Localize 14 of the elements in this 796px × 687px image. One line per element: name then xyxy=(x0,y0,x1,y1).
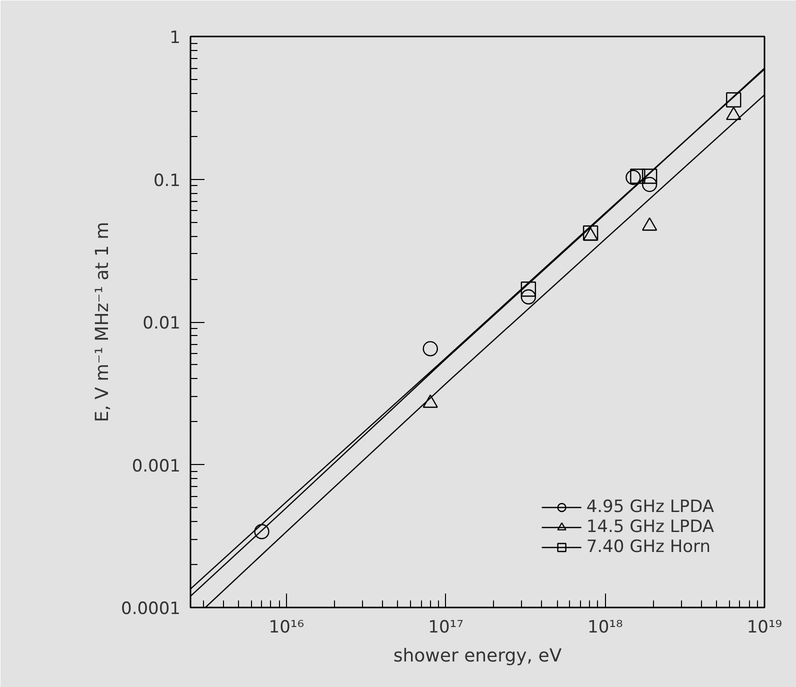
y-tick-label: 0.0001 xyxy=(121,599,180,619)
x-axis-title: shower energy, eV xyxy=(393,646,562,666)
legend-label: 7.40 GHz Horn xyxy=(586,537,711,557)
x-tick-label: 10¹⁶ xyxy=(268,618,304,638)
x-tick-label: 10¹⁹ xyxy=(746,618,782,638)
y-tick-label: 0.1 xyxy=(153,170,181,191)
x-tick-label: 10¹⁷ xyxy=(428,618,464,638)
legend-label: 14.5 GHz LPDA xyxy=(586,517,714,537)
y-tick-label: 0.001 xyxy=(132,456,181,476)
x-tick-label: 10¹⁸ xyxy=(588,618,623,638)
y-tick-label: 0.01 xyxy=(142,314,181,334)
legend-label: 4.95 GHz LPDA xyxy=(586,497,714,517)
y-tick-label: 1 xyxy=(170,28,181,48)
y-axis-title: E, V m⁻¹ MHz⁻¹ at 1 m xyxy=(92,222,114,422)
